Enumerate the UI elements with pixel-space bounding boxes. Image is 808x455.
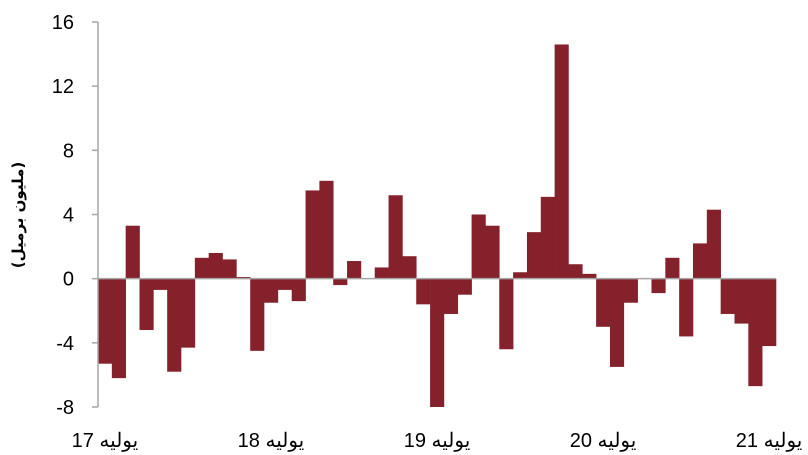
bar-16	[319, 180, 334, 279]
bar-37	[609, 278, 625, 367]
bar-9	[222, 259, 237, 279]
bars-group	[98, 44, 777, 407]
bar-43	[692, 243, 708, 279]
x-tick-label: يوليه 21	[736, 430, 803, 452]
bar-1	[111, 278, 126, 379]
x-tick-labels: يوليه 17 يوليه 18 يوليه 19 يوليه 20 يوليه 21	[72, 430, 803, 452]
x-tick-label: يوليه 18	[238, 430, 305, 452]
y-tick-label: -8	[56, 397, 74, 419]
bar-3	[139, 278, 154, 330]
bar-24	[430, 278, 445, 407]
y-axis-label: (مليون برميل)	[9, 162, 27, 268]
bar-14	[291, 278, 306, 302]
bar-29	[499, 278, 514, 350]
bar-46	[734, 278, 749, 324]
bar-27	[471, 214, 486, 279]
y-tick-label: 16	[52, 12, 74, 34]
bar-25	[443, 278, 459, 314]
bar-22	[402, 256, 417, 279]
bar-7	[194, 257, 209, 279]
bar-6	[181, 278, 196, 348]
bar-17	[333, 278, 348, 286]
bar-44	[706, 209, 721, 279]
bar-0	[98, 278, 113, 364]
bar-20	[374, 267, 389, 279]
bar-18	[347, 261, 362, 279]
bar-48	[762, 278, 777, 347]
bar-11	[250, 278, 265, 351]
bar-8	[208, 253, 223, 279]
y-tick-label: 8	[63, 140, 74, 162]
bar-32	[540, 196, 555, 279]
bar-2	[125, 225, 140, 279]
y-tick-label: 4	[63, 205, 74, 227]
bar-28	[485, 225, 500, 279]
bar-36	[596, 278, 611, 327]
bar-30	[513, 272, 528, 279]
bar-33	[554, 44, 569, 279]
bar-13	[277, 278, 293, 290]
y-tick-labels: 16 12 8 4 0 -4 -8	[52, 12, 98, 419]
bar-31	[526, 232, 542, 279]
bar-45	[720, 278, 735, 314]
y-tick-label: 0	[63, 269, 74, 291]
bar-21	[388, 195, 403, 279]
y-tick-label: 12	[52, 76, 74, 98]
bar-38	[623, 278, 638, 303]
bar-47	[748, 278, 763, 387]
bar-15	[305, 190, 320, 279]
bar-12	[264, 278, 279, 303]
x-tick-label: يوليه 19	[404, 430, 471, 452]
bar-5	[167, 278, 182, 372]
bar-40	[651, 278, 666, 294]
bar-23	[416, 278, 431, 305]
bar-4	[153, 278, 168, 290]
bar-10	[236, 277, 251, 279]
x-tick-label: يوليه 17	[72, 430, 139, 452]
bar-41	[665, 257, 680, 279]
bar-26	[457, 278, 472, 295]
x-tick-label: يوليه 20	[570, 430, 637, 452]
y-tick-label: -4	[56, 333, 74, 355]
bar-35	[582, 273, 597, 279]
bar-42	[679, 278, 694, 337]
bar-34	[568, 264, 583, 279]
